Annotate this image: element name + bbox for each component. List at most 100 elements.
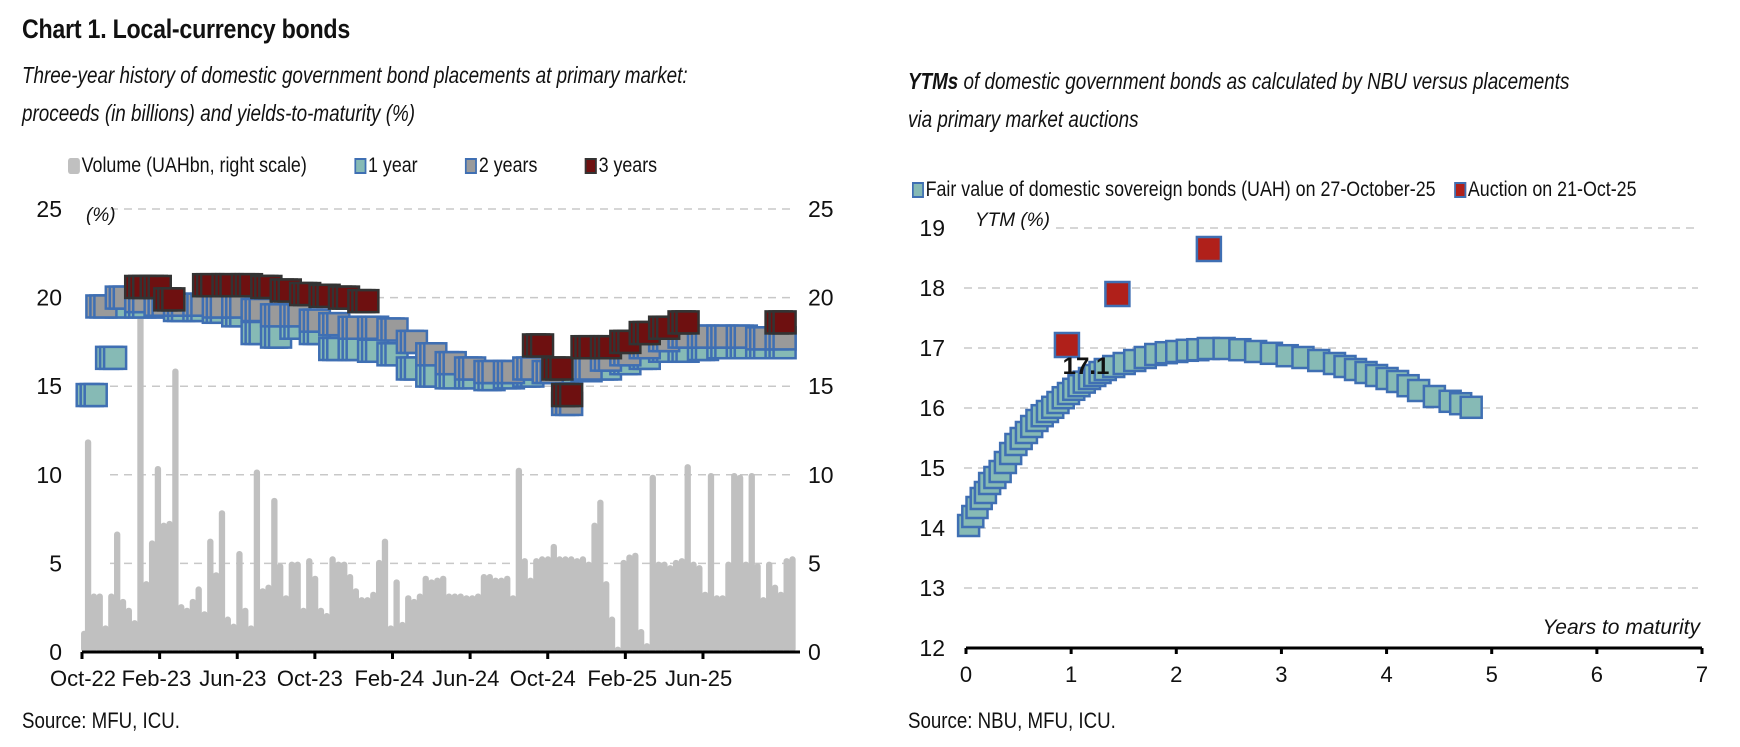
legend-label-2years: 2 years — [478, 154, 538, 177]
volume-bar — [311, 575, 319, 652]
y-tick-label: 12 — [919, 635, 945, 661]
volume-bar — [777, 591, 785, 652]
legend-swatch-fair-value — [912, 182, 924, 198]
x-tick-label: 3 — [1275, 662, 1287, 687]
marker-1year — [102, 345, 128, 371]
legend-label-1year: 1 year — [368, 154, 418, 177]
volume-bar — [253, 469, 261, 652]
right-chart-legend: Fair value of domestic sovereign bonds (… — [912, 178, 1684, 202]
volume-bar — [684, 464, 691, 652]
volume-bar — [224, 616, 231, 652]
y-tick-label-left: 20 — [36, 285, 62, 311]
volume-bar — [387, 625, 394, 652]
x-tick-label: 1 — [1065, 662, 1077, 687]
volume-bar — [335, 561, 342, 652]
marker-3years — [675, 310, 700, 335]
volume-bar — [259, 588, 266, 652]
volume-bar — [265, 584, 272, 652]
volume-bar — [405, 595, 412, 652]
volume-bar — [562, 556, 569, 652]
volume-bar — [329, 556, 336, 652]
y-tick-label-left: 15 — [36, 373, 62, 399]
volume-bar — [358, 597, 365, 652]
legend-item-2years: 2 years — [465, 154, 537, 178]
legend-item-1year: 1 year — [354, 154, 418, 178]
volume-bar — [451, 593, 458, 652]
x-tick-label: 5 — [1486, 662, 1498, 687]
volume-bar — [119, 598, 127, 652]
volume-bar — [661, 561, 668, 652]
volume-bar — [783, 558, 790, 652]
right-subtitle-bold: YTMs — [908, 68, 959, 94]
legend-swatch-volume — [68, 158, 80, 174]
volume-bar — [771, 584, 779, 652]
y-tick-label: 16 — [919, 395, 945, 421]
volume-bar — [538, 556, 546, 652]
volume-bar — [422, 575, 429, 652]
legend-swatch-auction — [1454, 182, 1467, 198]
right-subtitle-rest: of domestic government bonds as calculat… — [958, 68, 1570, 94]
volume-bar — [603, 581, 610, 652]
auction-point — [1195, 235, 1223, 263]
page-title: Chart 1. Local-currency bonds — [22, 14, 350, 44]
volume-bar — [719, 595, 726, 652]
marker-1year — [83, 382, 108, 408]
y-tick-label-right: 0 — [808, 639, 821, 665]
volume-bar — [294, 561, 301, 652]
x-tick-label: Feb-24 — [354, 666, 424, 691]
y-tick-label-right: 25 — [808, 196, 834, 222]
legend-item-fair-value: Fair value of domestic sovereign bonds (… — [912, 178, 1436, 202]
volume-bar — [504, 575, 511, 652]
volume-bar — [748, 473, 755, 652]
left-chart-subtitle: Three-year history of domestic governmen… — [22, 56, 688, 132]
volume-bar — [707, 473, 715, 652]
x-tick-label: 6 — [1591, 662, 1603, 687]
volume-bar — [544, 556, 552, 652]
volume-bar — [672, 559, 680, 652]
volume-bar — [469, 595, 476, 652]
y-tick-label: 14 — [919, 515, 945, 541]
volume-bar — [300, 607, 307, 652]
volume-bar — [643, 643, 651, 652]
left-subtitle-line2: proceeds (in billions) and yields-to-mat… — [22, 100, 416, 126]
x-tick-label: Jun-23 — [199, 666, 266, 691]
volume-bar — [236, 550, 243, 652]
volume-bar — [399, 621, 406, 652]
volume-bar — [282, 595, 290, 652]
volume-bar — [655, 561, 662, 652]
y-tick-label: 19 — [919, 215, 945, 241]
volume-bar — [90, 593, 98, 652]
volume-bar — [527, 577, 534, 652]
legend-label-volume: Volume (UAHbn, right scale) — [81, 154, 307, 177]
right-subtitle-line1: YTMs of domestic government bonds as cal… — [908, 62, 1569, 100]
volume-bar — [148, 540, 156, 652]
volume-bar — [760, 597, 767, 652]
volume-bar — [731, 473, 738, 652]
left-chart-legend: Volume (UAHbn, right scale) 1 year 2 yea… — [68, 154, 705, 178]
volume-bar — [608, 616, 616, 652]
marker-3years — [772, 310, 797, 335]
x-tick-label: 2 — [1170, 662, 1182, 687]
volume-bar — [218, 510, 226, 652]
volume-bar — [195, 586, 202, 652]
y-tick-label: 17 — [919, 335, 945, 361]
x-tick-label: 4 — [1380, 662, 1392, 687]
volume-bar — [84, 439, 92, 652]
volume-bar — [242, 607, 249, 652]
volume-bar — [649, 474, 656, 652]
volume-bar — [131, 620, 138, 652]
x-tick-label: Oct-23 — [277, 666, 343, 691]
data-label: 17.1 — [1063, 353, 1110, 380]
left-chart: 0 5 10 15 20 25 0 5 10 15 20 25 (%) Oct-22 Feb-23 Jun-2… — [36, 196, 833, 691]
x-axis-label: Years to maturity — [1542, 616, 1701, 639]
volume-bar — [480, 574, 488, 652]
marker-3years — [355, 288, 380, 314]
right-chart-subtitle: YTMs of domestic government bonds as cal… — [908, 62, 1569, 138]
left-subtitle-line1: Three-year history of domestic governmen… — [22, 62, 688, 88]
volume-bar — [667, 565, 674, 652]
volume-bar — [579, 556, 587, 652]
volume-bar — [463, 595, 470, 652]
legend-swatch-1year — [354, 158, 367, 174]
volume-bar — [568, 556, 575, 652]
